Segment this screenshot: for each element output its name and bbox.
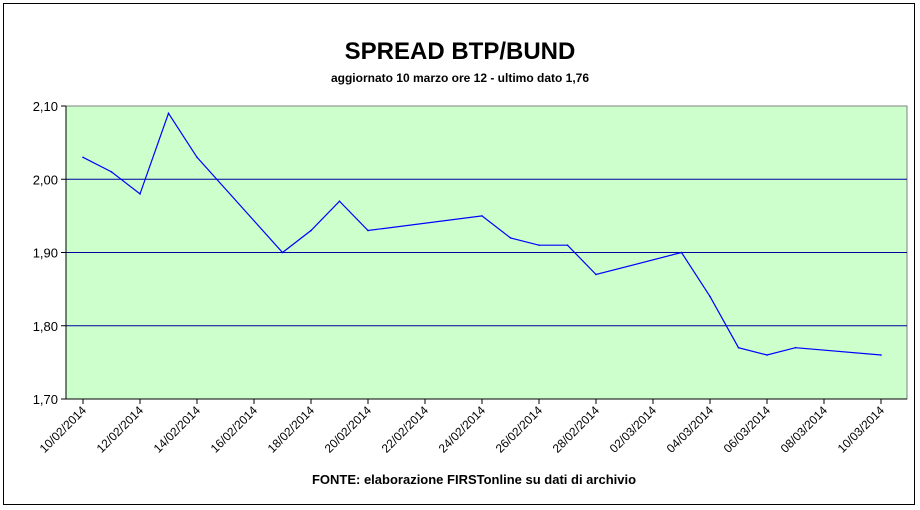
x-tick-label: 12/02/2014 <box>94 403 147 456</box>
data-point <box>110 171 113 173</box>
data-point <box>566 244 569 246</box>
data-point <box>139 193 141 195</box>
data-point <box>481 215 483 217</box>
data-point <box>281 251 284 254</box>
x-tick-label: 24/02/2014 <box>436 403 489 456</box>
data-point <box>367 229 369 232</box>
x-tick-label: 18/02/2014 <box>265 403 318 456</box>
source-note: FONTE: elaborazione FIRSTonline su dati … <box>312 472 636 487</box>
axes <box>61 105 907 404</box>
data-point <box>595 273 597 276</box>
data-point <box>167 112 170 115</box>
series-line <box>82 111 882 356</box>
y-tick-labels: 1,70 1,80 1,90 2,00 2,10 <box>33 99 58 407</box>
x-tick-label: 10/03/2014 <box>835 403 888 456</box>
data-point <box>310 229 312 232</box>
y-tick-label: 1,90 <box>33 246 58 261</box>
x-tick-labels: 10/02/2014 12/02/2014 14/02/2014 16/02/2014… <box>37 403 888 456</box>
x-tick-label: 02/03/2014 <box>607 403 660 456</box>
chart-canvas: SPREAD BTP/BUND aggiornato 10 marzo ore … <box>33 38 908 487</box>
data-point <box>737 346 740 349</box>
data-point <box>338 200 341 203</box>
series-layer <box>82 111 882 356</box>
gridlines <box>66 178 907 327</box>
data-point <box>709 295 711 298</box>
chart-frame: SPREAD BTP/BUND aggiornato 10 marzo ore … <box>3 3 915 505</box>
data-point <box>509 237 512 239</box>
x-tick-label: 16/02/2014 <box>208 403 261 456</box>
x-tick-label: 26/02/2014 <box>493 403 546 456</box>
y-tick-label: 2,10 <box>33 99 58 114</box>
data-point <box>766 354 768 356</box>
x-tick-label: 10/02/2014 <box>37 403 90 456</box>
y-tick-label: 1,70 <box>33 392 58 407</box>
data-point <box>880 354 882 356</box>
x-tick-label: 28/02/2014 <box>550 403 603 456</box>
data-point <box>680 251 683 254</box>
data-point <box>794 346 797 349</box>
x-tick-label: 14/02/2014 <box>151 403 204 456</box>
y-tick-label: 2,00 <box>33 172 58 187</box>
x-tick-label: 08/03/2014 <box>778 403 831 456</box>
data-point <box>82 156 84 159</box>
x-tick-label: 04/03/2014 <box>664 403 717 456</box>
x-tick-label: 06/03/2014 <box>721 403 774 456</box>
data-point <box>538 244 540 246</box>
y-tick-label: 1,80 <box>33 319 58 334</box>
x-tick-label: 22/02/2014 <box>379 403 432 456</box>
data-point <box>196 156 198 159</box>
chart-title: SPREAD BTP/BUND <box>345 38 576 65</box>
x-tick-label: 20/02/2014 <box>322 403 375 456</box>
chart-subtitle: aggiornato 10 marzo ore 12 - ultimo dato… <box>331 71 589 85</box>
